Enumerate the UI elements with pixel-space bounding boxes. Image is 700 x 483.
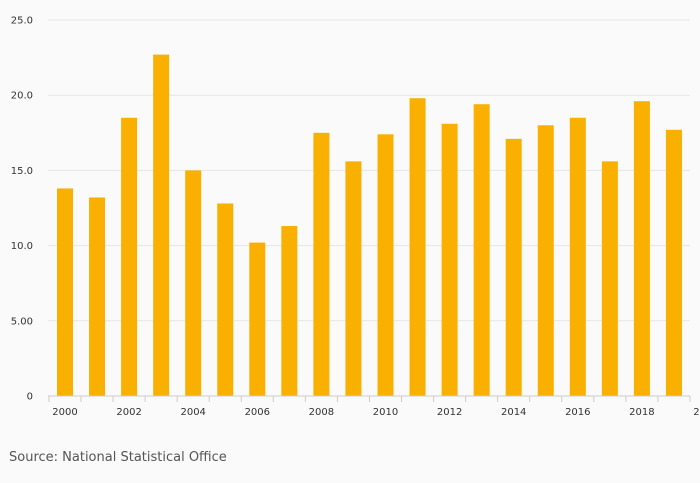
bar-2016 xyxy=(569,117,586,396)
bar-2007 xyxy=(281,226,298,396)
bars xyxy=(57,54,682,397)
bar-2011 xyxy=(409,98,426,396)
bar-2008 xyxy=(313,132,330,397)
x-tick-label: 2002 xyxy=(116,407,141,418)
bar-2002 xyxy=(121,117,138,396)
y-tick-label: 15.0 xyxy=(11,166,33,177)
x-axis: 2000 2002 2004 2006 2008 2010 2012 2014 2016 2018… xyxy=(48,395,700,418)
bar-2018 xyxy=(633,101,650,396)
x-tick-label: 2012 xyxy=(437,407,462,418)
bar-2015 xyxy=(537,125,554,396)
x-tick-label: 2010 xyxy=(373,407,398,418)
bar-2013 xyxy=(473,104,490,396)
x-tick-label: 2000 xyxy=(52,407,77,418)
source-note: Source: National Statistical Office xyxy=(9,450,227,465)
bar-2017 xyxy=(601,161,618,396)
x-tick-label: 2008 xyxy=(309,407,334,418)
y-tick-label: 25.0 xyxy=(11,16,33,27)
y-tick-label: 5.00 xyxy=(11,316,33,327)
x-tick-label: 2016 xyxy=(565,407,590,418)
bar-2000 xyxy=(57,188,73,396)
bar-2006 xyxy=(249,242,266,396)
y-tick-label: 10.0 xyxy=(11,241,33,252)
y-tick-label: 0 xyxy=(27,392,33,403)
bar-2010 xyxy=(377,134,394,396)
bar-2001 xyxy=(89,197,106,396)
bar-2012 xyxy=(441,123,458,396)
y-axis-ticks: 0 5.00 10.0 15.0 20.0 25.0 xyxy=(11,16,33,403)
bar-2005 xyxy=(217,203,234,396)
bar-2019 xyxy=(665,129,682,397)
y-tick-label: 20.0 xyxy=(11,91,33,102)
bar-2009 xyxy=(345,161,362,396)
x-tick-label: 2014 xyxy=(501,407,526,418)
x-tick-label: 2020 xyxy=(693,407,700,418)
x-tick-label: 2018 xyxy=(629,407,654,418)
bar-2004 xyxy=(185,170,202,396)
bar-2014 xyxy=(505,138,522,397)
bar-2003 xyxy=(153,54,170,396)
gridlines xyxy=(48,19,690,322)
x-tick-label: 2006 xyxy=(245,407,270,418)
x-tick-label: 2004 xyxy=(180,407,205,418)
